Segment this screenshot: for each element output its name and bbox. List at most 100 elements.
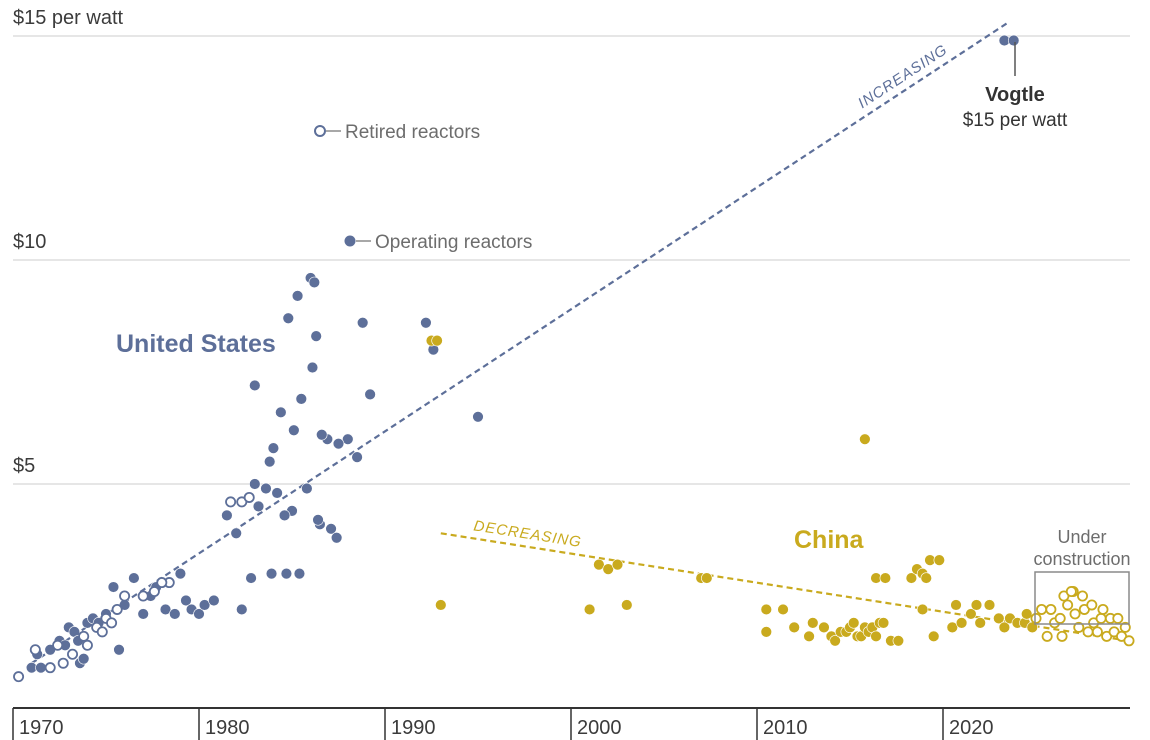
us-operating-point bbox=[230, 527, 242, 539]
x-tick-label: 2000 bbox=[577, 717, 622, 739]
us-operating-point bbox=[263, 455, 276, 468]
china-operating-point bbox=[583, 603, 596, 616]
china-under-construction-point bbox=[1112, 612, 1124, 624]
us-operating-point bbox=[364, 388, 376, 401]
china-operating-point bbox=[970, 599, 983, 611]
us-retired-point bbox=[44, 662, 56, 674]
label-united-states: United States bbox=[116, 330, 276, 358]
legend-retired-label: Retired reactors bbox=[345, 122, 480, 143]
us-retired-point bbox=[156, 577, 168, 589]
china-under-construction-point bbox=[1069, 608, 1081, 620]
china-under-construction-point bbox=[1073, 621, 1085, 633]
china-under-construction-point bbox=[1119, 621, 1131, 633]
china-under-construction-point bbox=[1091, 626, 1103, 638]
china-under-construction-point bbox=[1077, 590, 1089, 602]
china-operating-point bbox=[621, 599, 633, 611]
us-operating-point bbox=[77, 653, 90, 665]
vogtle-value: $15 per watt bbox=[963, 110, 1068, 131]
china-operating-point bbox=[701, 572, 713, 584]
us-operating-point bbox=[113, 644, 125, 656]
legend-operating-label: Operating reactors bbox=[375, 232, 532, 253]
china-operating-point bbox=[955, 617, 968, 629]
us-operating-point bbox=[330, 532, 343, 544]
us-retired-point bbox=[119, 590, 131, 602]
china-operating-point bbox=[965, 608, 977, 620]
legend-operating-marker bbox=[344, 235, 356, 247]
us-operating-point bbox=[193, 608, 205, 620]
under-construction-label-line1: Under bbox=[1057, 527, 1106, 547]
us-retired-point bbox=[67, 648, 79, 660]
china-under-construction-point bbox=[1030, 612, 1042, 624]
us-operating-point bbox=[260, 482, 272, 495]
us-operating-point bbox=[180, 594, 192, 607]
china-operating-point bbox=[829, 635, 841, 647]
us-operating-point bbox=[159, 603, 172, 616]
us-operating-point bbox=[1007, 34, 1020, 47]
us-operating-point bbox=[420, 317, 432, 329]
label-china: China bbox=[794, 526, 865, 554]
under-construction-label-line2: construction bbox=[1033, 549, 1130, 569]
china-operating-point bbox=[870, 630, 882, 643]
y-tick-label: $10 bbox=[13, 231, 46, 253]
china-operating-point bbox=[916, 603, 929, 616]
china-under-construction-point bbox=[1062, 599, 1074, 611]
gridlines bbox=[13, 35, 1130, 485]
china-operating-point bbox=[998, 621, 1011, 634]
y-tick-label: $5 bbox=[13, 455, 35, 477]
us-operating-point bbox=[325, 523, 337, 535]
china-under-construction-point bbox=[1123, 635, 1135, 647]
y-tick-label: $15 per watt bbox=[13, 7, 124, 29]
us-operating-point bbox=[249, 379, 261, 392]
us-retired-point bbox=[81, 639, 93, 651]
x-axis: 1970 1980 1990 2000 2010 2020 bbox=[12, 707, 1130, 740]
under-construction-box bbox=[1034, 571, 1130, 625]
china-under-construction-point bbox=[1097, 603, 1109, 615]
china-operating-point bbox=[946, 621, 958, 634]
china-operating-point bbox=[760, 603, 772, 616]
us-operating-point bbox=[252, 500, 265, 513]
us-retired-point bbox=[225, 496, 237, 508]
china-under-construction-point bbox=[1036, 603, 1048, 615]
x-tick-label: 2020 bbox=[949, 717, 994, 739]
us-retired-point bbox=[111, 603, 123, 615]
china-operating-point bbox=[974, 617, 986, 629]
china-under-construction-point bbox=[1086, 599, 1098, 611]
data-points bbox=[13, 34, 1135, 683]
us-operating-point bbox=[472, 411, 484, 423]
x-tick-label: 1970 bbox=[19, 717, 64, 739]
china-operating-point bbox=[877, 617, 890, 629]
china-under-construction-point bbox=[1082, 626, 1094, 638]
china-operating-point bbox=[950, 599, 962, 611]
china-operating-point bbox=[788, 621, 800, 634]
us-retired-point bbox=[57, 657, 69, 669]
china-operating-point bbox=[807, 617, 819, 629]
us-retired-point bbox=[96, 626, 108, 638]
us-operating-point bbox=[128, 572, 140, 584]
china-operating-point bbox=[927, 630, 940, 643]
china-under-construction-point bbox=[1041, 630, 1053, 642]
us-operating-point bbox=[267, 442, 280, 454]
us-retired-point bbox=[78, 630, 90, 642]
us-operating-point bbox=[174, 567, 187, 580]
china-operating-point bbox=[760, 626, 772, 638]
vogtle-name: Vogtle bbox=[985, 84, 1045, 106]
trend-label-increasing: INCREASING bbox=[855, 41, 951, 112]
china-operating-point bbox=[818, 621, 830, 634]
china-operating-point bbox=[920, 572, 932, 584]
trend-line-increasing bbox=[30, 21, 1009, 665]
china-operating-point bbox=[611, 558, 624, 571]
trend-label-decreasing: DECREASING bbox=[472, 517, 583, 551]
us-operating-point bbox=[137, 608, 149, 620]
china-operating-point bbox=[777, 603, 789, 616]
china-operating-point bbox=[602, 563, 614, 575]
us-operating-point bbox=[280, 567, 293, 580]
us-operating-point bbox=[301, 482, 313, 495]
china-operating-point bbox=[905, 572, 918, 584]
us-operating-point bbox=[249, 478, 261, 490]
us-operating-point bbox=[291, 290, 304, 302]
us-operating-point bbox=[236, 603, 248, 616]
us-retired-point bbox=[148, 586, 160, 598]
us-retired-point bbox=[13, 671, 25, 683]
x-tick-label: 2010 bbox=[763, 717, 808, 739]
